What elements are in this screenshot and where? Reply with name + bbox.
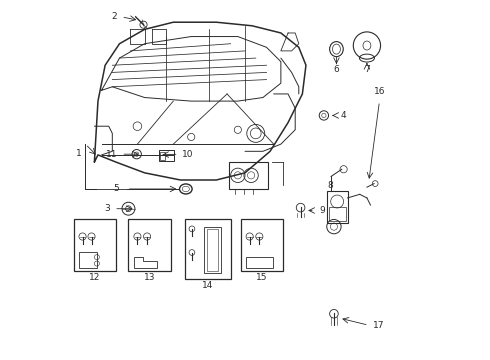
Bar xyxy=(159,150,174,161)
Text: 9: 9 xyxy=(319,206,325,215)
Bar xyxy=(185,220,231,279)
Bar xyxy=(128,220,171,271)
Text: 8: 8 xyxy=(327,181,333,190)
Bar xyxy=(207,229,218,271)
Text: 6: 6 xyxy=(334,66,339,75)
Bar xyxy=(160,152,165,160)
Bar xyxy=(329,207,346,221)
Text: 11: 11 xyxy=(106,150,118,159)
Text: 12: 12 xyxy=(89,273,100,282)
Text: 16: 16 xyxy=(374,87,385,96)
Bar xyxy=(79,252,97,268)
Text: 4: 4 xyxy=(341,111,346,120)
Text: 14: 14 xyxy=(202,280,213,289)
Text: 10: 10 xyxy=(182,150,194,159)
Bar xyxy=(204,226,220,273)
Text: 3: 3 xyxy=(104,204,110,213)
Bar xyxy=(246,257,273,268)
Text: 7: 7 xyxy=(364,66,370,75)
Bar xyxy=(74,220,116,271)
Bar xyxy=(327,191,347,223)
Text: 13: 13 xyxy=(144,273,155,282)
Text: 5: 5 xyxy=(113,184,119,193)
Text: 1: 1 xyxy=(76,149,82,158)
Bar xyxy=(229,162,269,189)
Text: 2: 2 xyxy=(111,12,117,21)
Text: 17: 17 xyxy=(373,321,385,330)
Bar xyxy=(241,220,283,271)
Text: 15: 15 xyxy=(256,273,268,282)
